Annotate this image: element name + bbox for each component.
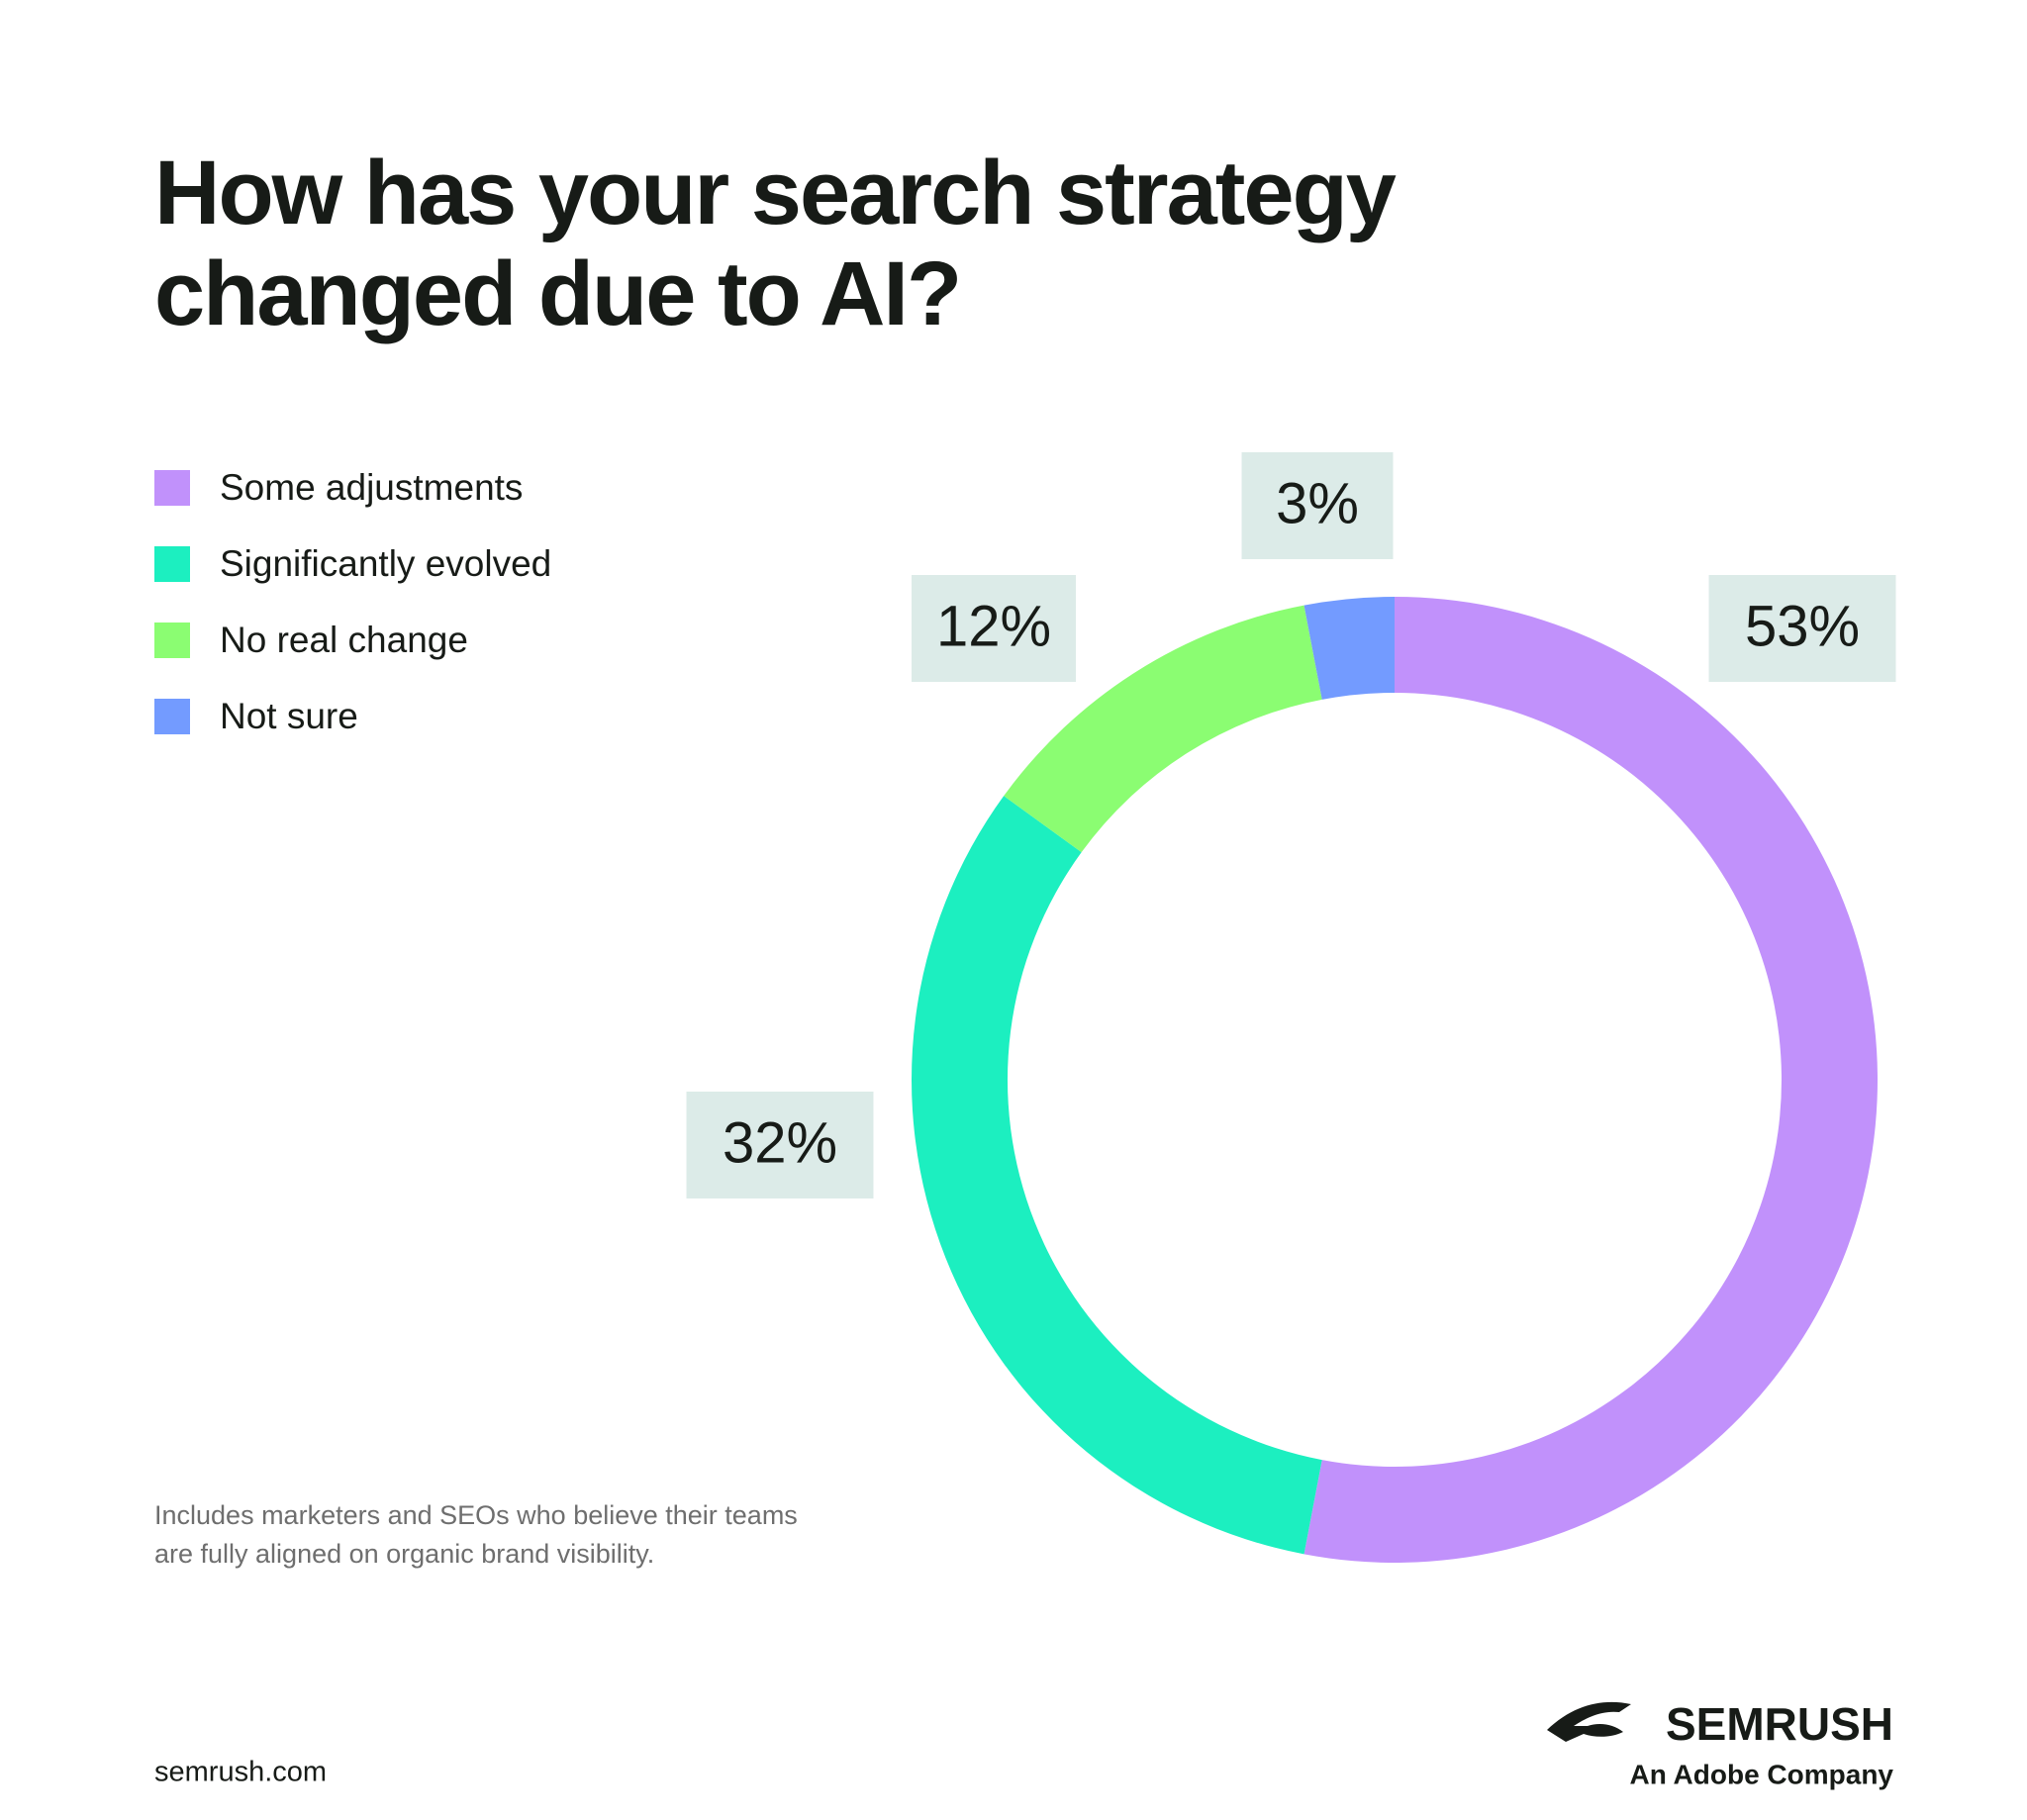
brand-name: SEMRUSH [1666,1698,1893,1750]
legend-label: Some adjustments [220,467,523,508]
legend-swatch [154,470,190,506]
legend-label: No real change [220,620,468,660]
donut-segment [1004,605,1322,853]
legend-swatch [154,699,190,734]
legend-label: Not sure [220,696,358,736]
value-label-box [912,575,1076,682]
brand-logo [1547,1701,1631,1742]
footnote: are fully aligned on organic brand visib… [154,1539,654,1569]
legend-label: Significantly evolved [220,543,551,584]
donut-segment [911,796,1322,1555]
chart-title: How has your search strategy changed due… [154,143,1397,344]
legend-swatch [154,546,190,582]
footnote: Includes marketers and SEOs who believe … [154,1500,798,1530]
donut-segment [1303,597,1878,1563]
value-label-box [1241,452,1394,559]
value-label: 53% [1745,594,1860,658]
value-label: 12% [936,594,1051,658]
value-label-box [686,1092,874,1198]
donut-segment [1303,597,1395,700]
value-label: 3% [1276,471,1359,535]
source: semrush.com [154,1757,327,1788]
legend-swatch [154,623,190,658]
brand-tagline: An Adobe Company [1629,1759,1893,1789]
value-label-box [1708,575,1896,682]
value-label: 32% [723,1110,837,1175]
